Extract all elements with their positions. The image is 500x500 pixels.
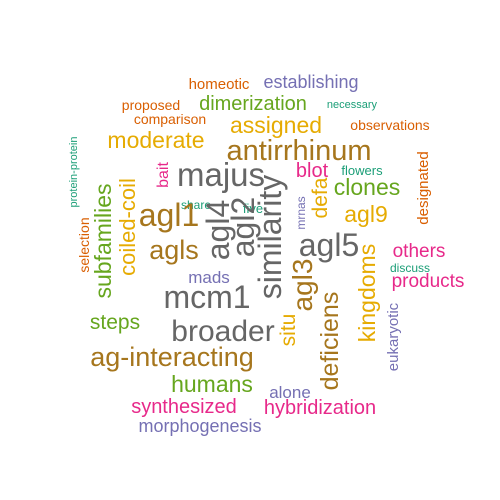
word-alone: alone <box>269 383 311 402</box>
word-clones: clones <box>334 174 400 200</box>
word-agl9: agl9 <box>344 201 387 227</box>
word-agl2: agl2 <box>225 197 261 258</box>
word-coiled-coil: coiled-coil <box>115 178 140 276</box>
word-assigned: assigned <box>230 112 322 138</box>
word-five: five <box>243 201 263 216</box>
word-hybridization: hybridization <box>264 397 376 419</box>
word-synthesized: synthesized <box>131 396 237 418</box>
word-agl4: agl4 <box>200 200 236 261</box>
word-subfamilies: subfamilies <box>90 183 116 298</box>
word-steps: steps <box>90 311 140 334</box>
word-bait: bait <box>155 162 172 188</box>
word-others: others <box>393 241 446 262</box>
word-similarity: similarity <box>252 175 288 299</box>
word-kingdoms: kingdoms <box>354 244 380 342</box>
word-morphogenesis: morphogenesis <box>138 416 261 436</box>
word-moderate: moderate <box>107 127 204 153</box>
word-proposed: proposed <box>122 97 180 113</box>
word-agl3: agl3 <box>287 259 318 312</box>
word-products: products <box>392 271 465 292</box>
word-broader: broader <box>171 315 274 348</box>
word-observations: observations <box>350 117 429 133</box>
word-agl5: agl5 <box>299 227 360 263</box>
word-defa: defa <box>309 177 332 218</box>
word-designated: designated <box>415 151 432 224</box>
word-deficiens: deficiens <box>316 292 344 391</box>
word-discuss: discuss <box>390 261 430 275</box>
word-selection: selection <box>76 217 92 272</box>
word-comparison: comparison <box>134 111 206 127</box>
word-majus: majus <box>177 156 265 193</box>
word-establishing: establishing <box>263 72 358 92</box>
word-antirrhinum: antirrhinum <box>226 135 371 167</box>
word-ag-interacting: ag-interacting <box>90 342 254 372</box>
word-mcm1: mcm1 <box>163 279 250 315</box>
word-eukaryotic: eukaryotic <box>385 302 402 371</box>
word-mads: mads <box>188 268 230 287</box>
word-mrnas: mrnas <box>294 196 308 229</box>
word-necessary: necessary <box>327 99 378 111</box>
word-dimerization: dimerization <box>199 93 307 115</box>
word-humans: humans <box>171 371 253 397</box>
word-flowers: flowers <box>341 163 383 178</box>
word-blot: blot <box>296 160 329 182</box>
word-share: share <box>181 198 211 212</box>
word-situ: situ <box>277 314 300 347</box>
word-agls: agls <box>149 235 199 265</box>
word-protein-protein: protein-protein <box>68 137 80 208</box>
word-homeotic: homeotic <box>189 76 250 93</box>
word-agl1: agl1 <box>139 197 200 233</box>
